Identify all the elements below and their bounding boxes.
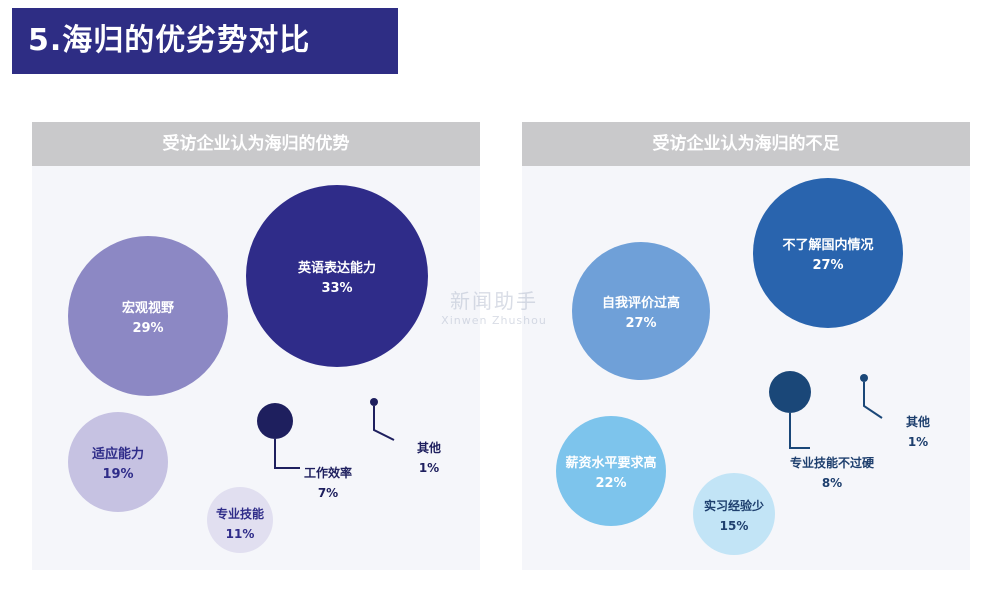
advantage-0-label: 英语表达能力: [297, 260, 376, 276]
disadvantage-4-value: 8%: [822, 476, 842, 490]
advantage-2-value: 19%: [102, 467, 133, 482]
advantage-2-bubble: [68, 412, 168, 512]
advantages-bubble-chart: 英语表达能力 33% 宏观视野 29% 适应能力 19% 专业技能 11% 工作效率 7% 其他 1%: [68, 185, 441, 553]
disadvantage-1-value: 27%: [625, 316, 656, 331]
advantage-5-leader-line: [373, 406, 395, 441]
advantage-1-value: 29%: [132, 321, 163, 336]
advantages-chart-title: 受访企业认为海归的优势: [32, 122, 480, 166]
disadvantage-4-label: 专业技能不过硬: [790, 455, 875, 470]
watermark: 新闻助手 Xinwen Zhushou: [414, 285, 574, 327]
disadvantage-3-bubble: [693, 473, 775, 555]
disadvantage-5-value: 1%: [908, 435, 928, 449]
disadvantages-panel: 受访企业认为海归的不足 不了解国内情况 27% 自我评价过高 27% 薪资水平要求高 22…: [522, 122, 970, 570]
advantages-panel: 受访企业认为海归的优势 英语表达能力 33% 宏观视野 29% 适应能力 19% 专业技能 1…: [32, 122, 480, 570]
advantage-4-bubble: [257, 403, 293, 439]
watermark-line1: 新闻助手: [450, 289, 538, 313]
disadvantage-2-value: 22%: [595, 476, 626, 491]
advantage-0-value: 33%: [321, 281, 352, 296]
disadvantages-bubble-chart: 不了解国内情况 27% 自我评价过高 27% 薪资水平要求高 22% 实习经验少 15% 专业技…: [556, 178, 930, 555]
advantage-2-label: 适应能力: [92, 446, 144, 462]
disadvantage-2-label: 薪资水平要求高: [565, 455, 656, 471]
disadvantages-chart-title: 受访企业认为海归的不足: [522, 122, 970, 166]
disadvantage-5-bubble: [860, 374, 868, 382]
disadvantage-5-label: 其他: [906, 414, 930, 429]
disadvantage-1-bubble: [572, 242, 710, 380]
advantage-3-label: 专业技能: [216, 506, 264, 521]
advantage-1-bubble: [68, 236, 228, 396]
watermark-line2: Xinwen Zhushou: [441, 314, 547, 327]
advantage-1-label: 宏观视野: [122, 300, 174, 316]
advantage-4-value: 7%: [318, 486, 338, 500]
page-title: 5.海归的优劣势对比: [28, 23, 311, 58]
disadvantage-0-value: 27%: [812, 258, 843, 273]
advantage-5-bubble: [370, 398, 378, 406]
disadvantage-0-bubble: [753, 178, 903, 328]
disadvantage-4-bubble: [769, 371, 811, 413]
advantage-0-bubble: [246, 185, 428, 367]
disadvantage-2-bubble: [556, 416, 666, 526]
disadvantage-1-label: 自我评价过高: [602, 295, 680, 311]
disadvantage-3-value: 15%: [720, 519, 749, 533]
advantage-5-value: 1%: [419, 461, 439, 475]
header-band: [12, 8, 398, 74]
disadvantage-3-label: 实习经验少: [704, 498, 764, 513]
advantage-4-leader-line: [274, 439, 300, 469]
disadvantage-4-leader-line: [789, 413, 810, 449]
advantage-3-bubble: [207, 487, 273, 553]
disadvantage-5-leader-line: [863, 382, 883, 419]
advantage-3-value: 11%: [226, 527, 255, 541]
advantage-5-label: 其他: [417, 440, 441, 455]
disadvantage-0-label: 不了解国内情况: [782, 237, 873, 253]
advantage-4-label: 工作效率: [304, 465, 352, 480]
